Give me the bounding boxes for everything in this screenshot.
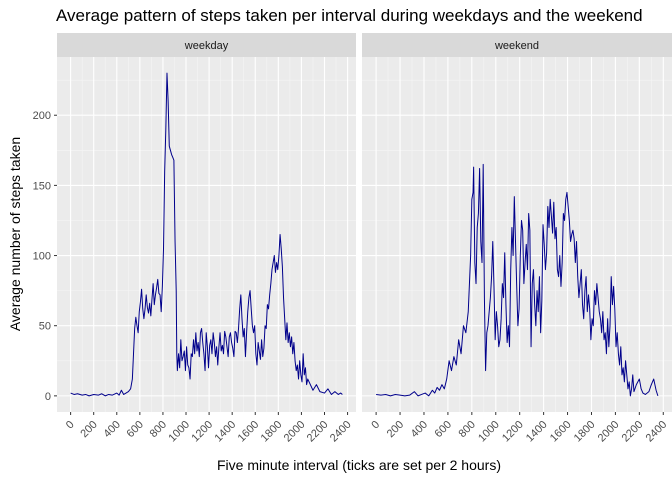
x-tick-label: 800 (148, 419, 169, 440)
x-tick-label: 800 (456, 419, 477, 440)
x-tick-label: 1600 (548, 419, 574, 445)
x-tick-label: 1200 (500, 419, 526, 445)
facet-strip-weekend (362, 33, 672, 57)
x-tick-label: 0 (64, 419, 77, 432)
y-tick-label: 200 (33, 110, 51, 122)
x-tick-label: 2400 (644, 419, 670, 445)
chart-title: Average pattern of steps taken per inter… (56, 6, 643, 25)
x-tick-label: 600 (433, 419, 454, 440)
x-tick-label: 400 (101, 419, 122, 440)
x-tick-label: 1400 (524, 419, 550, 445)
x-tick-label: 0 (369, 419, 382, 432)
x-tick-label: 2000 (596, 419, 622, 445)
x-tick-label: 1000 (476, 419, 502, 445)
y-tick-label: 150 (33, 180, 51, 192)
x-tick-label: 1800 (259, 419, 285, 445)
x-tick-label: 2000 (282, 419, 308, 445)
x-tick-label: 200 (385, 419, 406, 440)
facet-strip-label: weekend (494, 40, 539, 52)
y-axis-title: Average number of steps taken (7, 137, 23, 331)
y-tick-label: 0 (45, 391, 51, 403)
x-tick-label: 400 (409, 419, 430, 440)
x-tick-label: 2400 (328, 419, 354, 445)
x-tick-label: 1800 (572, 419, 598, 445)
x-tick-label: 2200 (620, 419, 646, 445)
facet-strip-label: weekday (184, 40, 229, 52)
x-tick-label: 1400 (212, 419, 238, 445)
x-tick-label: 1200 (189, 419, 215, 445)
y-tick-label: 50 (39, 321, 51, 333)
series-line-weekday (70, 72, 343, 397)
x-tick-label: 2200 (305, 419, 331, 445)
panel-background-weekday (57, 57, 356, 412)
panel-background-weekend (362, 57, 672, 412)
x-tick-label: 600 (125, 419, 146, 440)
x-axis-title: Five minute interval (ticks are set per … (217, 457, 501, 473)
x-tick-label: 1600 (236, 419, 262, 445)
y-tick-label: 100 (33, 251, 51, 263)
x-tick-label: 1000 (166, 419, 192, 445)
x-tick-label: 200 (78, 419, 99, 440)
series-line-weekend (376, 163, 659, 397)
facet-strip-weekday (57, 33, 356, 57)
